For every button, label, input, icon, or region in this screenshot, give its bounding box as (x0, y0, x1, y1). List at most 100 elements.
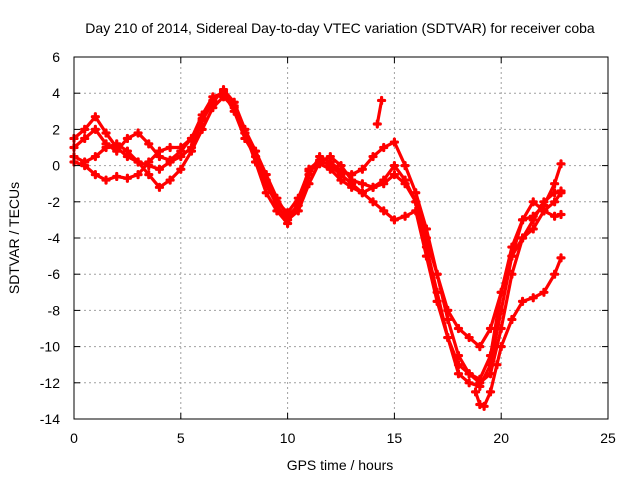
data-point (379, 175, 389, 185)
data-point (379, 142, 389, 153)
data-point (550, 269, 560, 279)
data-point (539, 287, 549, 297)
data-point (261, 188, 271, 198)
data-point (517, 215, 528, 225)
data-point (325, 164, 335, 174)
data-point (432, 296, 442, 306)
series-trace-1 (69, 88, 566, 392)
data-point (550, 197, 560, 207)
data-point (528, 211, 538, 221)
data-point (550, 179, 560, 189)
data-point (411, 188, 421, 198)
data-point (347, 170, 357, 180)
x-tick-labels: 0 5 10 15 20 25 (70, 430, 616, 446)
data-point (389, 137, 399, 147)
data-point (90, 112, 100, 122)
data-point (464, 332, 474, 343)
data-point (496, 342, 506, 352)
y-tick-label: 2 (52, 121, 60, 137)
data-point (400, 175, 410, 185)
data-point (133, 157, 143, 167)
data-point (539, 200, 549, 211)
data-point (443, 305, 453, 315)
data-point (315, 159, 325, 169)
x-tick-label: 25 (600, 430, 616, 446)
data-point (144, 139, 154, 149)
data-point (507, 242, 517, 252)
data-point (165, 142, 175, 153)
data-point (464, 369, 474, 379)
series-trace-5 (470, 253, 566, 411)
data-point (165, 175, 175, 185)
data-point (485, 369, 496, 379)
data-point (453, 323, 464, 334)
data-point (517, 233, 528, 243)
chart-title: Day 210 of 2014, Sidereal Day-to-day VTE… (85, 20, 595, 36)
y-tick-label: -6 (48, 266, 61, 282)
data-point (176, 164, 186, 174)
data-point (443, 332, 453, 343)
data-point (293, 193, 303, 203)
y-tick-label: -12 (40, 375, 60, 391)
data-point (176, 151, 186, 162)
data-point (464, 378, 474, 388)
data-point (90, 170, 100, 180)
data-point (475, 374, 485, 384)
series-trace-4 (69, 86, 566, 352)
data-point (122, 133, 132, 144)
y-tick-labels: -14 -12 -10 -8 -6 -4 -2 0 2 4 6 (40, 49, 60, 427)
data-point (556, 253, 566, 263)
data-point (208, 95, 218, 106)
data-point (453, 369, 464, 379)
data-point (133, 170, 143, 180)
data-point (144, 157, 154, 167)
data-point (389, 161, 399, 171)
data-point (357, 179, 367, 189)
data-point (304, 166, 314, 176)
data-point (479, 401, 489, 411)
data-point (101, 175, 111, 185)
data-point (443, 314, 453, 325)
series-line (72, 91, 563, 388)
data-point (283, 218, 293, 229)
data-point (283, 208, 293, 218)
data-point (556, 209, 566, 220)
data-point (165, 157, 175, 167)
y-tick-label: -14 (40, 411, 60, 427)
data-point (122, 146, 132, 156)
data-point (400, 161, 410, 171)
data-point (208, 103, 218, 113)
data-point (90, 124, 100, 134)
data-point (272, 206, 282, 216)
data-point (357, 164, 367, 174)
data-point (507, 314, 517, 325)
data-point (496, 323, 506, 334)
x-tick-label: 10 (280, 430, 296, 446)
data-point (154, 182, 165, 192)
data-point (240, 128, 250, 138)
data-point (389, 215, 399, 225)
series-line (72, 89, 563, 349)
data-point (372, 119, 382, 129)
data-point (261, 175, 271, 185)
y-tick-label: -2 (48, 194, 61, 210)
data-point (90, 151, 100, 162)
data-point (272, 197, 282, 207)
data-point (112, 139, 122, 149)
data-point (368, 151, 378, 162)
data-point (411, 197, 421, 207)
data-point (197, 124, 207, 134)
grid-lines (74, 57, 608, 419)
data-point (186, 133, 197, 144)
series-trace-6 (372, 95, 387, 129)
data-point (101, 142, 111, 153)
data-point (485, 323, 496, 334)
data-point (475, 342, 485, 352)
data-point (528, 224, 538, 234)
data-point (186, 146, 197, 156)
data-point (122, 173, 132, 183)
data-point (492, 360, 502, 370)
data-point (485, 387, 496, 397)
data-point (528, 197, 538, 207)
